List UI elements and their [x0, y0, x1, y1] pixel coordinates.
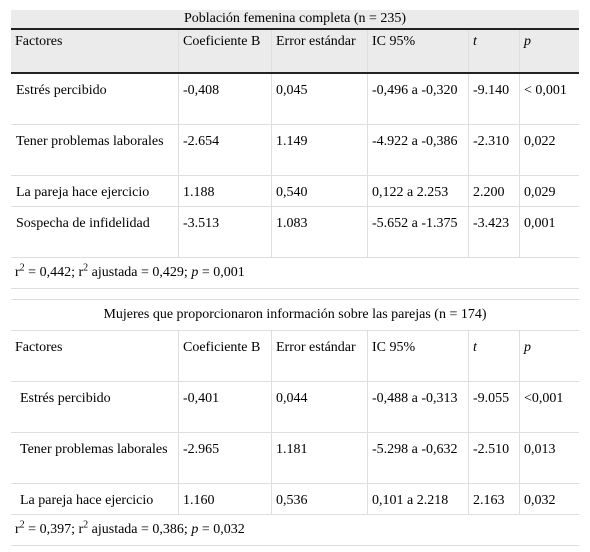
cell-ic: -5.298 a -0,632: [368, 433, 469, 483]
cell-coef: 1.160: [179, 484, 272, 514]
cell-ic: 0,101 a 2.218: [368, 484, 469, 514]
cell-error: 1.149: [272, 125, 368, 175]
cell-factor: Estrés percibido: [11, 74, 179, 124]
table-row: Tener problemas laborales -2.965 1.181 -…: [11, 433, 579, 484]
cell-p: 0,001: [524, 216, 556, 231]
cell-t: -2.510: [469, 433, 520, 483]
cell-error: 1.083: [272, 207, 368, 257]
table-row: La pareja hace ejercicio 1.160 0,536 0,1…: [11, 484, 579, 515]
cell-error: 1.181: [272, 433, 368, 483]
cell-factor: La pareja hace ejercicio: [11, 484, 179, 514]
cell-p: 0,013: [524, 442, 556, 457]
cell-error: 0,540: [272, 176, 368, 206]
section2-model-stats: r2 = 0,397; r2 ajustada = 0,386; p = 0,0…: [11, 515, 579, 546]
table-row: Estrés percibido -0,408 0,045 -0,496 a -…: [11, 74, 579, 125]
section1-model-stats: r2 = 0,442; r2 ajustada = 0,429; p = 0,0…: [11, 258, 579, 289]
cell-factor: Sospecha de infidelidad: [11, 207, 179, 257]
cell-t: -9.055: [469, 382, 520, 432]
cell-factor: Tener problemas laborales: [11, 125, 179, 175]
cell-factor: La pareja hace ejercicio: [11, 176, 179, 206]
cell-p: <0,001: [524, 391, 564, 406]
cell-coef: 1.188: [179, 176, 272, 206]
cell-error: 0,536: [272, 484, 368, 514]
stat-r2: 0,442: [39, 265, 72, 280]
cell-p: 0,022: [524, 134, 556, 149]
header-coeficiente: Coeficiente B: [179, 30, 272, 72]
cell-p: 0,029: [524, 185, 556, 200]
header-error: Error estándar: [272, 30, 368, 72]
stat-p: 0,001: [213, 265, 245, 280]
cell-coef: -2.965: [179, 433, 272, 483]
cell-t: 2.163: [469, 484, 520, 514]
header-factores: Factores: [11, 331, 179, 381]
cell-factor: Estrés percibido: [11, 382, 179, 432]
header-t: t: [469, 331, 520, 381]
header-error: Error estándar: [272, 331, 368, 381]
cell-t: 2.200: [469, 176, 520, 206]
cell-ic: 0,122 a 2.253: [368, 176, 469, 206]
header-p: p: [524, 34, 531, 49]
cell-factor: Tener problemas laborales: [11, 433, 179, 483]
stat-p: 0,032: [213, 522, 245, 537]
section2-header-row: Factores Coeficiente B Error estándar IC…: [11, 331, 579, 382]
header-coeficiente: Coeficiente B: [179, 331, 272, 381]
stat-adj-label: ajustada: [91, 522, 138, 537]
stat-adj-label: ajustada: [91, 265, 138, 280]
cell-ic: -0,496 a -0,320: [368, 74, 469, 124]
table-row: Tener problemas laborales -2.654 1.149 -…: [11, 125, 579, 176]
cell-coef: -0,401: [179, 382, 272, 432]
cell-t: -3.423: [469, 207, 520, 257]
section1-header-row: Factores Coeficiente B Error estándar IC…: [11, 30, 579, 74]
cell-coef: -2.654: [179, 125, 272, 175]
cell-error: 0,044: [272, 382, 368, 432]
header-ic: IC 95%: [368, 30, 469, 72]
section-spacer: [11, 289, 579, 300]
cell-ic: -4.922 a -0,386: [368, 125, 469, 175]
header-factores: Factores: [11, 30, 179, 72]
cell-error: 0,045: [272, 74, 368, 124]
header-ic: IC 95%: [368, 331, 469, 381]
section1-caption: Población femenina completa (n = 235): [11, 10, 579, 30]
table-row: La pareja hace ejercicio 1.188 0,540 0,1…: [11, 176, 579, 207]
section2-caption: Mujeres que proporcionaron información s…: [11, 300, 579, 331]
cell-coef: -3.513: [179, 207, 272, 257]
table-row: Estrés percibido -0,401 0,044 -0,488 a -…: [11, 382, 579, 433]
cell-t: -2.310: [469, 125, 520, 175]
stat-r2: 0,397: [39, 522, 72, 537]
cell-t: -9.140: [469, 74, 520, 124]
stat-r2-adj: 0,429: [152, 265, 184, 280]
regression-table: Población femenina completa (n = 235) Fa…: [11, 10, 579, 546]
header-p: p: [524, 340, 531, 355]
stat-r2-adj: 0,386: [152, 522, 184, 537]
cell-ic: -5.652 a -1.375: [368, 207, 469, 257]
header-t: t: [469, 30, 520, 72]
cell-ic: -0,488 a -0,313: [368, 382, 469, 432]
cell-coef: -0,408: [179, 74, 272, 124]
cell-p: < 0,001: [524, 83, 567, 98]
table-row: Sospecha de infidelidad -3.513 1.083 -5.…: [11, 207, 579, 258]
cell-p: 0,032: [524, 493, 556, 508]
